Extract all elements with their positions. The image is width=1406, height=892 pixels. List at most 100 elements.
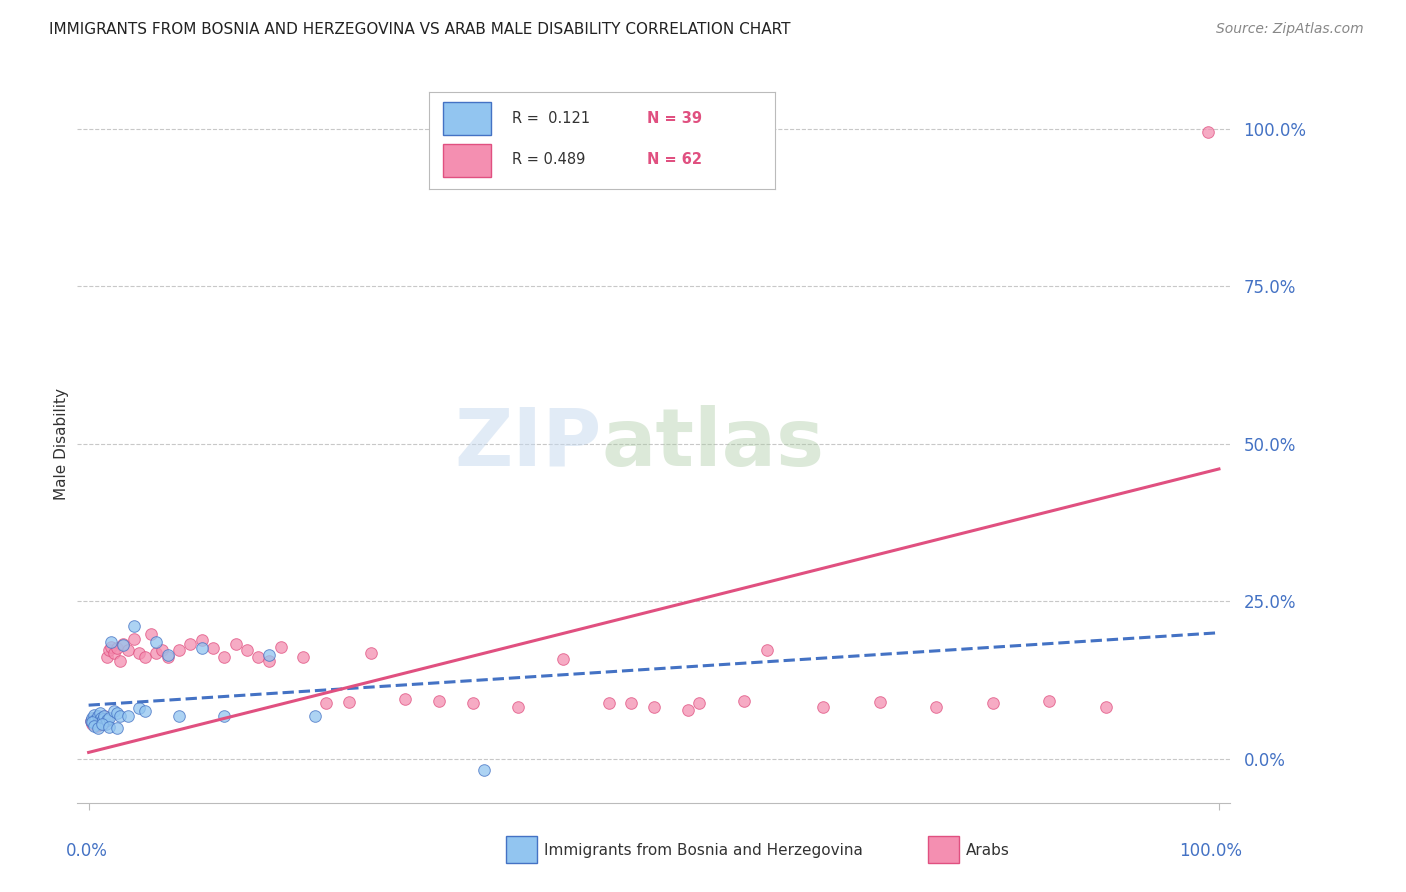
Point <box>270 640 292 654</box>
Point <box>82 713 104 727</box>
Point <box>128 646 150 660</box>
Point <box>86 714 108 728</box>
Point <box>83 719 105 733</box>
Point <box>472 763 495 777</box>
Point <box>98 711 121 725</box>
Point <box>87 715 110 730</box>
Point <box>337 695 360 709</box>
Point <box>128 701 150 715</box>
Point <box>80 714 103 728</box>
Point <box>83 707 105 722</box>
Point <box>1197 125 1219 139</box>
Point <box>360 646 382 660</box>
Point <box>236 643 259 657</box>
Point <box>156 648 179 662</box>
Point <box>598 696 620 710</box>
Point <box>813 700 835 714</box>
Point <box>145 635 167 649</box>
Point <box>145 646 167 660</box>
Point <box>292 649 315 664</box>
Point <box>981 696 1004 710</box>
Point <box>86 709 108 723</box>
Point <box>755 643 778 657</box>
Text: atlas: atlas <box>602 405 825 483</box>
Point <box>117 709 139 723</box>
Text: IMMIGRANTS FROM BOSNIA AND HERZEGOVINA VS ARAB MALE DISABILITY CORRELATION CHART: IMMIGRANTS FROM BOSNIA AND HERZEGOVINA V… <box>49 22 790 37</box>
Point <box>1038 694 1060 708</box>
Point <box>179 637 201 651</box>
Point <box>80 711 103 725</box>
Point <box>394 691 416 706</box>
Point <box>190 641 212 656</box>
Point <box>461 696 484 710</box>
Point <box>259 654 281 668</box>
Point <box>110 709 132 723</box>
Point <box>139 627 162 641</box>
Text: 100.0%: 100.0% <box>1178 842 1241 860</box>
Point <box>304 709 326 723</box>
Point <box>122 619 145 633</box>
Point <box>84 711 107 725</box>
Text: Immigrants from Bosnia and Herzegovina: Immigrants from Bosnia and Herzegovina <box>544 843 863 857</box>
Point <box>105 641 128 656</box>
Point <box>91 713 114 727</box>
Point <box>247 649 270 664</box>
Point <box>105 706 128 721</box>
Point <box>94 714 117 728</box>
Point <box>676 702 699 716</box>
Point <box>150 643 173 657</box>
Text: 0.0%: 0.0% <box>66 842 108 860</box>
Point <box>117 643 139 657</box>
Point <box>134 649 156 664</box>
Point <box>96 649 118 664</box>
Point <box>103 646 125 660</box>
Point <box>96 713 118 727</box>
Point <box>869 695 891 709</box>
Point <box>508 700 530 714</box>
Point <box>91 717 114 731</box>
Point <box>100 635 122 649</box>
Y-axis label: Male Disability: Male Disability <box>53 388 69 500</box>
Point <box>201 641 224 656</box>
Point <box>98 720 121 734</box>
Point <box>925 700 948 714</box>
Point <box>98 643 121 657</box>
Point <box>91 712 114 726</box>
Point <box>110 654 132 668</box>
Point <box>100 640 122 654</box>
Point <box>91 717 114 731</box>
Point <box>80 714 103 728</box>
Point <box>89 711 111 725</box>
Point <box>259 648 281 662</box>
Point <box>733 694 755 708</box>
Point <box>90 711 112 725</box>
Point <box>80 715 103 730</box>
Point <box>105 722 128 736</box>
Point <box>190 633 212 648</box>
Point <box>214 709 236 723</box>
Point <box>553 652 575 666</box>
Text: ZIP: ZIP <box>454 405 602 483</box>
Point <box>225 637 247 651</box>
Text: Source: ZipAtlas.com: Source: ZipAtlas.com <box>1216 22 1364 37</box>
Point <box>103 705 125 719</box>
Point <box>93 709 115 723</box>
Point <box>82 715 104 730</box>
Point <box>111 638 134 652</box>
Point <box>315 696 337 710</box>
Point <box>89 706 111 721</box>
Point <box>156 649 179 664</box>
Point <box>643 700 665 714</box>
Point <box>80 717 103 731</box>
Point <box>93 709 115 723</box>
Point <box>111 637 134 651</box>
Point <box>427 694 450 708</box>
Point <box>83 715 105 730</box>
Point <box>94 717 117 731</box>
Point <box>86 717 108 731</box>
Point <box>167 643 190 657</box>
Point <box>167 709 190 723</box>
Point <box>688 696 710 710</box>
Point <box>86 719 108 733</box>
Point <box>122 632 145 646</box>
